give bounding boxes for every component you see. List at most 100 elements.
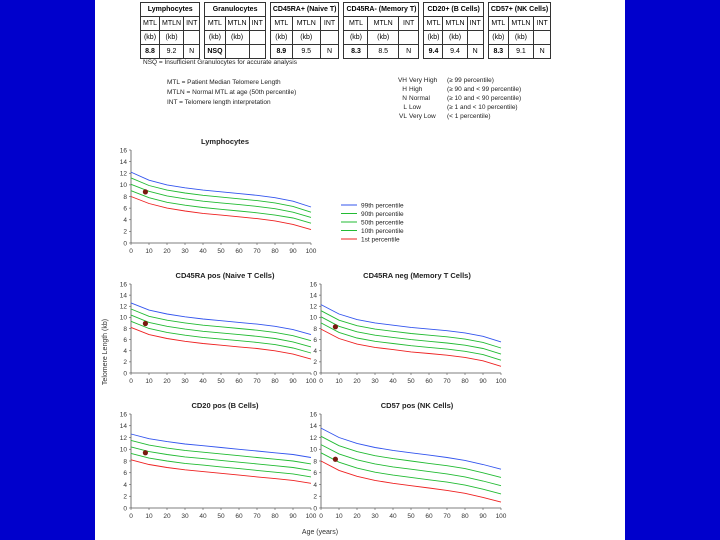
x-tick-label: 80 [271, 378, 279, 385]
x-tick-label: 40 [199, 378, 207, 385]
int-value: N [183, 44, 201, 59]
series-line-50th-percentile [320, 444, 502, 487]
series-line-10th-percentile [130, 320, 312, 354]
series-line-50th-percentile [320, 316, 502, 355]
x-tick-label: 50 [407, 513, 415, 520]
x-tick-label: 60 [235, 513, 243, 520]
x-tick-label: 30 [371, 513, 379, 520]
legend-label: 99th percentile [361, 202, 404, 209]
x-tick-label: 30 [181, 378, 189, 385]
series-line-10th-percentile [130, 452, 312, 478]
y-tick-label: 0 [313, 370, 317, 377]
interp-label: Very Low [409, 113, 436, 120]
y-tick-label: 10 [310, 447, 318, 454]
y-tick-label: 8 [313, 458, 317, 465]
x-tick-label: 40 [199, 248, 207, 255]
series-line-1st-percentile [320, 328, 502, 367]
y-tick-label: 16 [120, 281, 128, 288]
y-tick-label: 16 [120, 147, 128, 154]
x-tick-label: 0 [129, 248, 133, 255]
series-line-99th-percentile [130, 433, 312, 458]
x-tick-label: 100 [306, 378, 317, 385]
chart-panel: CD45RA neg (Memory T Cells) 0 2 4 6 8 10 12 14 16… [310, 271, 507, 385]
chart-title: CD45RA neg (Memory T Cells) [363, 271, 471, 280]
int-definition: INT = Telomere length interpretation [167, 99, 271, 106]
telomere-charts: Telomere Length (kb) Age (years) Lymphoc… [102, 137, 507, 536]
x-tick-label: 70 [253, 248, 261, 255]
y-tick-label: 14 [120, 159, 128, 166]
x-tick-label: 90 [289, 513, 297, 520]
interp-label: High [409, 86, 423, 93]
interp-code: H [402, 86, 407, 93]
mtln-value: 8.5 [367, 44, 399, 59]
patient-marker [332, 456, 338, 462]
x-tick-label: 80 [271, 513, 279, 520]
chart-title: CD20 pos (B Cells) [191, 401, 259, 410]
int-value: N [533, 44, 552, 59]
x-tick-label: 70 [443, 378, 451, 385]
x-tick-label: 80 [461, 378, 469, 385]
y-tick-label: 12 [120, 435, 128, 442]
x-tick-label: 60 [425, 378, 433, 385]
int-value [248, 44, 266, 59]
x-axis-label: Age (years) [302, 529, 338, 536]
x-tick-label: 30 [181, 248, 189, 255]
x-tick-label: 80 [271, 248, 279, 255]
chart-panel: CD57 pos (NK Cells) 0 2 4 6 8 10 12 14 16 0 10 20 30 4… [310, 401, 507, 520]
x-tick-label: 20 [163, 248, 171, 255]
series-line-99th-percentile [130, 302, 312, 336]
y-tick-label: 6 [123, 205, 127, 212]
series-line-99th-percentile [320, 427, 502, 470]
x-tick-label: 20 [163, 378, 171, 385]
y-tick-label: 6 [123, 337, 127, 344]
patient-marker [332, 324, 338, 330]
x-tick-label: 40 [389, 378, 397, 385]
y-tick-label: 0 [123, 240, 127, 247]
y-tick-label: 2 [313, 359, 317, 366]
chart-title: CD57 pos (NK Cells) [381, 401, 454, 410]
report-slide: Lymphocytes Granulocytes CD45RA+ (Naive … [95, 0, 625, 540]
series-line-1st-percentile [130, 196, 312, 231]
y-tick-label: 4 [313, 348, 317, 355]
x-tick-label: 10 [145, 248, 153, 255]
x-tick-label: 20 [353, 378, 361, 385]
series-line-10th-percentile [320, 452, 502, 495]
chart-title: CD45RA pos (Naive T Cells) [176, 271, 275, 280]
series-line-90th-percentile [130, 439, 312, 465]
interp-code: VL [399, 113, 407, 120]
mtln-definition: MTLN = Normal MTL at age (50th percentil… [167, 89, 297, 96]
y-tick-label: 4 [123, 482, 127, 489]
y-axis-label: Telomere Length (kb) [102, 319, 109, 385]
series-line-50th-percentile [130, 314, 312, 348]
interp-code: N [402, 95, 407, 102]
y-tick-label: 2 [313, 494, 317, 501]
y-tick-label: 8 [123, 326, 127, 333]
y-tick-label: 4 [123, 217, 127, 224]
x-tick-label: 20 [163, 513, 171, 520]
col-mtln: MTLN [291, 16, 321, 31]
x-tick-label: 0 [129, 378, 133, 385]
interp-code: L [403, 104, 407, 111]
x-tick-label: 70 [443, 513, 451, 520]
x-tick-label: 90 [289, 378, 297, 385]
y-tick-label: 4 [313, 482, 317, 489]
x-tick-label: 30 [181, 513, 189, 520]
series-line-1st-percentile [130, 326, 312, 360]
interp-range: (≥ 99 percentile) [447, 77, 494, 84]
chart-panel: CD45RA pos (Naive T Cells) 0 2 4 6 8 10 12 14 16 0… [120, 271, 317, 385]
series-line-90th-percentile [320, 310, 502, 349]
y-tick-label: 6 [123, 470, 127, 477]
x-tick-label: 90 [479, 513, 487, 520]
y-tick-label: 8 [123, 194, 127, 201]
x-tick-label: 40 [199, 513, 207, 520]
y-tick-label: 4 [123, 348, 127, 355]
chart-title: Lymphocytes [201, 137, 249, 146]
x-tick-label: 20 [353, 513, 361, 520]
mtl-definition: MTL = Patient Median Telomere Length [167, 79, 281, 86]
x-tick-label: 10 [145, 513, 153, 520]
int-value: N [466, 44, 484, 59]
interp-range: (< 1 percentile) [447, 113, 491, 120]
interp-range: (≥ 10 and < 90 percentile) [447, 95, 522, 102]
